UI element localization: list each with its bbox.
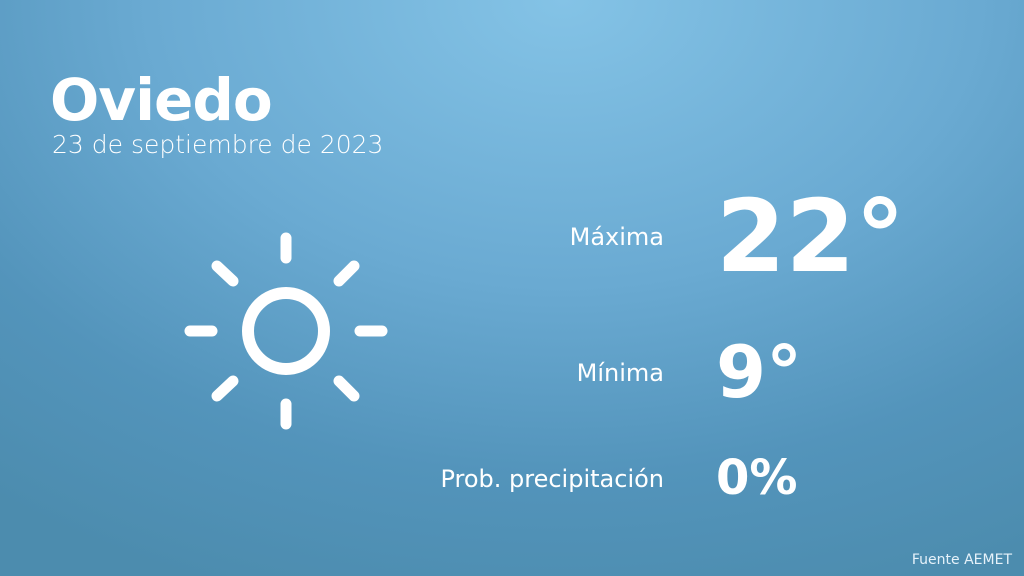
min-value: 9° xyxy=(716,330,803,414)
min-label: Mínima xyxy=(576,359,664,387)
city-name: Oviedo xyxy=(50,66,273,134)
source-credit: Fuente AEMET xyxy=(911,552,1012,568)
precip-value: 0% xyxy=(716,450,798,506)
max-value: 22° xyxy=(716,178,906,295)
precip-label: Prob. precipitación xyxy=(440,465,664,493)
sun-icon xyxy=(184,232,388,430)
forecast-date: 23 de septiembre de 2023 xyxy=(52,130,384,159)
max-label: Máxima xyxy=(569,223,664,251)
